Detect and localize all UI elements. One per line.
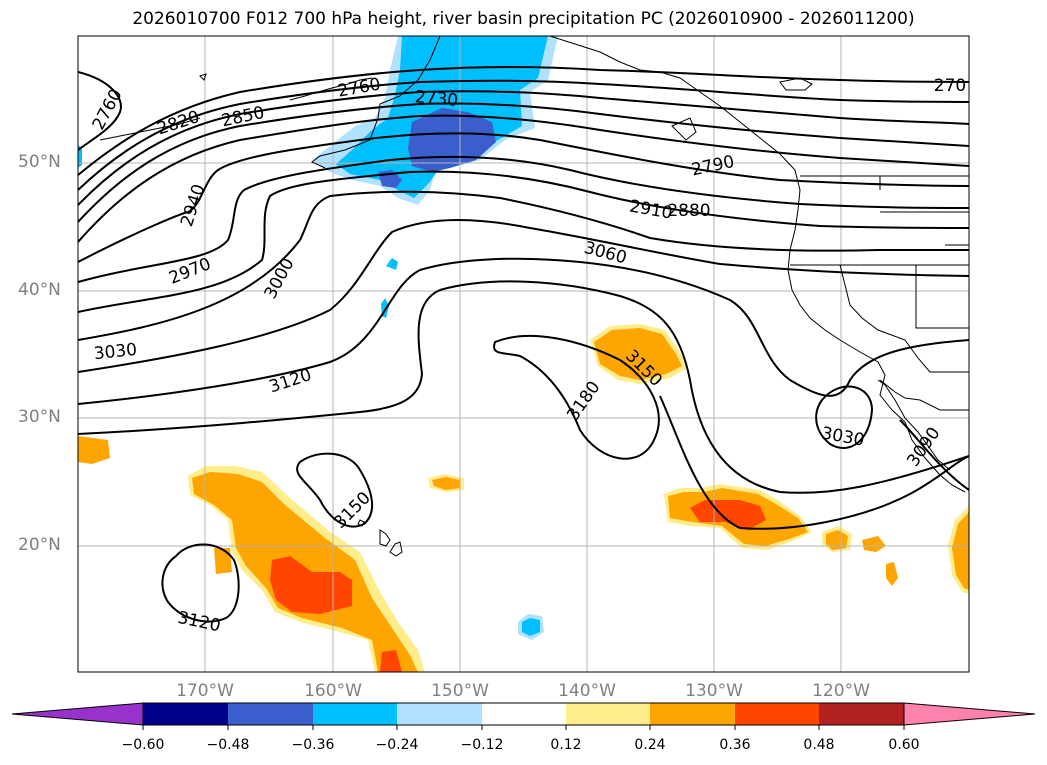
colorbar-tick-label: 0.12 [550, 737, 582, 753]
lon-label-160w: 160°W [304, 681, 362, 701]
colorbar-tick-label: 0.24 [634, 737, 666, 753]
colorbar-tick-label: 0.60 [888, 737, 920, 753]
colorbar-swatch [735, 703, 819, 725]
height-contours [78, 66, 969, 623]
colorbar-swatch [482, 703, 566, 725]
contour-label: 270 [934, 76, 966, 96]
colorbar-tick-label: 0.36 [719, 737, 751, 753]
contour-label: 3000 [261, 255, 299, 303]
contour-label: 2790 [690, 152, 736, 181]
lat-label-30n: 30°N [18, 407, 61, 427]
colorbar-tick-label: −0.60 [121, 737, 165, 753]
contour-label: 2970 [166, 254, 214, 289]
colorbar-extend-high [903, 702, 1036, 726]
lon-label-170w: 170°W [176, 681, 234, 701]
colorbar-tick-label: −0.24 [375, 737, 419, 753]
colorbar-swatch [143, 703, 228, 725]
lon-label-150w: 150°W [431, 681, 489, 701]
contour-label: 3030 [93, 340, 138, 364]
lon-label-130w: 130°W [685, 681, 743, 701]
colorbar-swatch [566, 703, 650, 725]
contour-label: 2880 [667, 201, 710, 221]
colorbar-swatch [313, 703, 397, 725]
colorbar-tick-label: 0.48 [803, 737, 835, 753]
lat-label-50n: 50°N [18, 152, 61, 172]
colorbar-swatch [397, 703, 482, 725]
contour-label: 2730 [414, 87, 459, 111]
graticule [78, 36, 969, 672]
contour-label: 3120 [267, 365, 314, 397]
colorbar-tick-label: −0.36 [291, 737, 335, 753]
colorbar-swatch [228, 703, 313, 725]
contour-label: 2760 [336, 74, 382, 101]
map-frame [77, 35, 970, 673]
positive-anomaly-region [78, 324, 969, 672]
colorbar-tick-label: −0.48 [206, 737, 250, 753]
colorbar-extend-low [11, 702, 144, 726]
colorbar-swatch [819, 703, 904, 725]
contour-label: 3030 [820, 423, 866, 450]
colorbar-frame [142, 702, 905, 726]
colorbar-swatch [650, 703, 735, 725]
colorbar-tick-label: −0.12 [460, 737, 504, 753]
coastlines [99, 36, 969, 557]
contour-label: 3120 [176, 608, 222, 637]
colorbar [11, 702, 1036, 730]
map-area: 2760 2820 2850 2760 2730 270 2790 2910 2… [78, 36, 969, 672]
lat-label-20n: 20°N [18, 535, 61, 555]
lon-label-140w: 140°W [558, 681, 616, 701]
lon-label-120w: 120°W [812, 681, 870, 701]
map-title: 2026010700 F012 700 hPa height, river ba… [132, 9, 915, 29]
contour-label: 2820 [155, 107, 202, 139]
lat-label-40n: 40°N [18, 280, 61, 300]
